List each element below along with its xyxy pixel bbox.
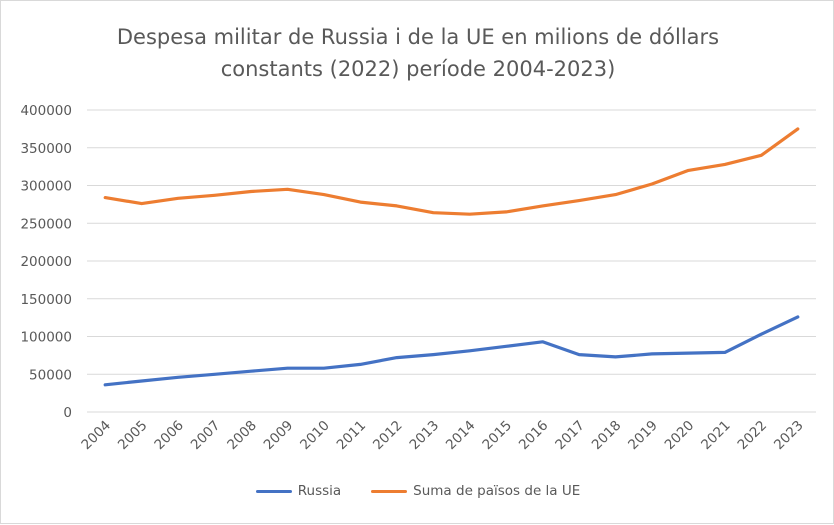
data-point <box>504 210 508 214</box>
data-point <box>796 127 799 131</box>
data-point <box>577 353 581 356</box>
data-point <box>723 163 727 166</box>
data-point <box>614 193 617 196</box>
data-point <box>577 199 581 202</box>
legend-item-eu: Suma de països de la UE <box>371 483 580 499</box>
x-tick-label: 2019 <box>625 418 661 454</box>
data-point <box>322 367 326 370</box>
legend-swatch-russia <box>255 489 292 493</box>
x-tick-label: 2020 <box>662 418 698 454</box>
gridlines <box>87 109 816 413</box>
y-tick-label: 250000 <box>20 216 72 232</box>
data-point <box>286 188 289 191</box>
data-point <box>432 353 435 356</box>
x-tick-label: 2012 <box>370 418 406 454</box>
y-tick-label: 100000 <box>20 330 72 346</box>
data-point <box>322 193 326 196</box>
data-point <box>760 333 763 336</box>
y-tick-label: 350000 <box>20 141 72 157</box>
y-tick-label: 150000 <box>20 292 72 308</box>
x-tick-label: 2004 <box>78 418 114 454</box>
x-tick-label: 2017 <box>552 418 588 454</box>
x-tick-label: 2013 <box>406 418 442 454</box>
data-point <box>541 204 544 208</box>
x-tick-label: 2023 <box>771 418 807 454</box>
data-point <box>213 373 216 376</box>
data-point <box>104 383 107 387</box>
x-tick-label: 2021 <box>698 418 734 454</box>
data-point <box>140 379 143 383</box>
y-tick-label: 400000 <box>20 103 72 119</box>
data-point <box>249 370 253 373</box>
data-point <box>359 200 362 204</box>
data-point <box>650 182 654 186</box>
x-axis-tick-labels: 2004 2005 2006 2007 2008 2009 2010 2011 2012 2013… <box>78 418 806 454</box>
x-tick-label: 2006 <box>151 418 187 454</box>
x-tick-label: 2014 <box>443 418 479 454</box>
data-point <box>395 204 399 208</box>
series-line-russia <box>103 315 800 387</box>
legend-label-russia: Russia <box>297 483 342 499</box>
data-point <box>104 196 107 199</box>
chart-title: Despesa militar de Russia i de la UE en … <box>1 21 834 85</box>
data-point <box>140 202 143 205</box>
x-tick-label: 2018 <box>589 418 625 454</box>
y-tick-label: 300000 <box>20 179 72 195</box>
data-point <box>176 376 180 379</box>
data-point <box>249 190 253 193</box>
x-tick-label: 2008 <box>224 418 260 454</box>
x-tick-label: 2016 <box>516 418 552 454</box>
x-tick-label: 2007 <box>188 418 224 454</box>
x-tick-label: 2005 <box>115 418 151 454</box>
series-line-eu <box>103 127 800 216</box>
data-point <box>796 315 799 319</box>
chart-title-line-2: constants (2022) període 2004-2023) <box>220 57 616 81</box>
data-point <box>176 197 180 200</box>
data-point <box>286 367 289 370</box>
legend-item-russia: Russia <box>255 483 342 499</box>
x-tick-label: 2011 <box>334 418 370 454</box>
data-point <box>213 194 216 197</box>
x-tick-label: 2009 <box>261 418 297 454</box>
data-point <box>614 355 617 359</box>
x-tick-label: 2010 <box>297 418 333 454</box>
data-point <box>395 356 399 359</box>
data-point <box>541 340 544 343</box>
data-point <box>687 351 690 355</box>
data-point <box>723 351 727 354</box>
data-point <box>468 212 471 216</box>
data-point <box>468 349 471 353</box>
data-point <box>687 169 690 172</box>
y-tick-label: 200000 <box>20 254 72 270</box>
data-point <box>432 211 435 214</box>
data-point <box>760 154 763 157</box>
x-tick-label: 2022 <box>735 418 771 454</box>
data-point <box>504 345 508 348</box>
legend-label-eu: Suma de països de la UE <box>413 483 581 499</box>
x-tick-label: 2015 <box>479 418 515 454</box>
y-tick-label: 50000 <box>29 367 72 383</box>
data-point <box>359 363 362 366</box>
series-lines <box>103 127 800 387</box>
y-axis-tick-labels: 0 50000 100000 150000 200000 250000 300000 3500… <box>20 103 72 421</box>
legend-swatch-eu <box>371 489 408 493</box>
y-tick-label: 0 <box>63 405 72 421</box>
chart-legend: Russia Suma de països de la UE <box>1 483 834 499</box>
chart-title-line-1: Despesa militar de Russia i de la UE en … <box>116 25 720 49</box>
data-point <box>650 352 654 356</box>
